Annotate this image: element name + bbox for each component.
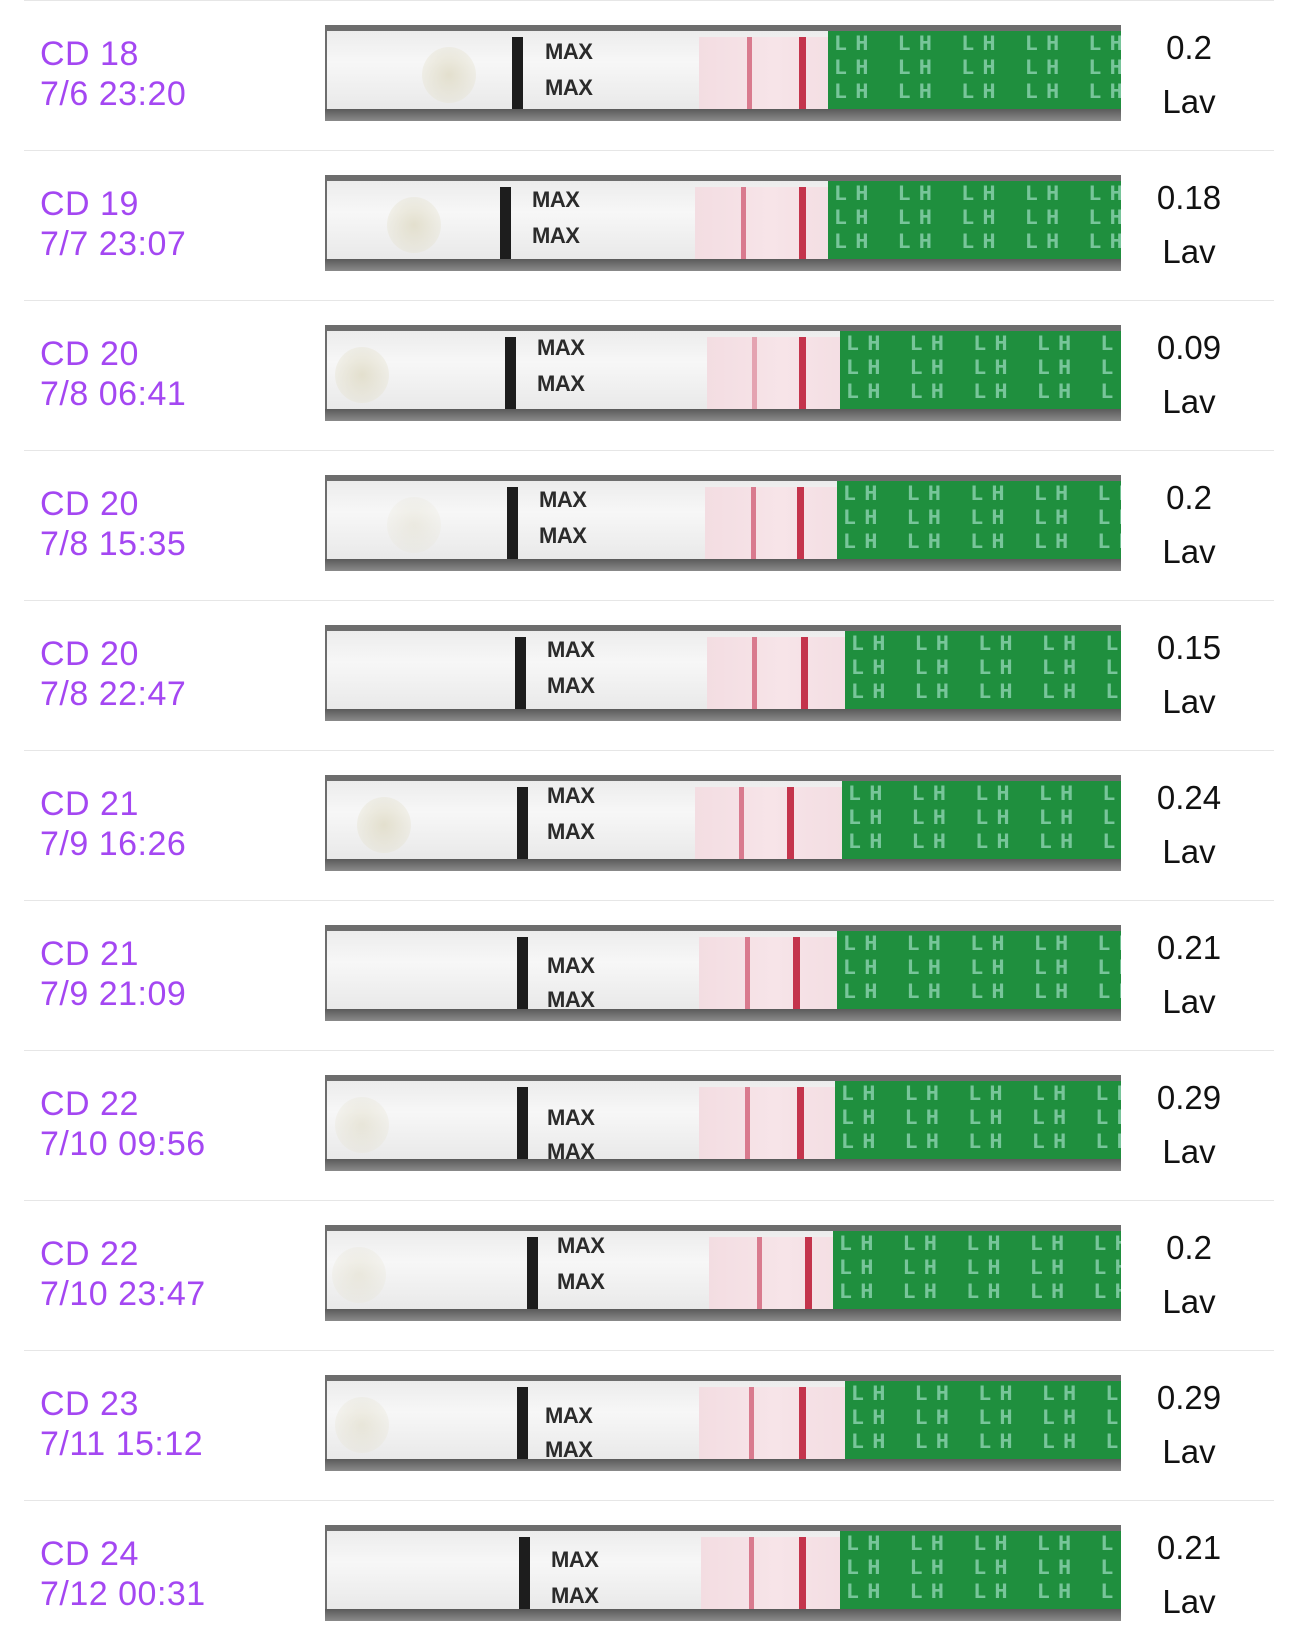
datetime-label: 7/8 22:47 — [40, 675, 187, 713]
max-label-top: MAX — [551, 1547, 599, 1572]
datetime-label: 7/12 00:31 — [40, 1575, 206, 1613]
max-label-top: MAX — [547, 1105, 595, 1130]
lh-ratio-value: 0.24 — [1156, 779, 1222, 816]
cycle-day-label: CD 20 — [40, 635, 139, 673]
max-label-top: MAX — [557, 1233, 605, 1258]
lh-ratio-value: 0.18 — [1156, 179, 1222, 216]
test-strip-image: MAX MAX LH LH LH LH LH LH LH LH LH LH LH… — [325, 25, 1121, 121]
test-strip-image: MAX MAX LH LH LH LH LH LH LH LH LH LH LH… — [325, 1525, 1121, 1621]
max-label-bottom: MAX — [547, 987, 595, 1012]
test-row[interactable]: CD 22 7/10 09:56 MAX MAX LH LH LH LH LH … — [24, 1050, 1274, 1201]
datetime-label: 7/6 23:20 — [40, 75, 187, 113]
test-row[interactable]: CD 19 7/7 23:07 MAX MAX LH LH LH LH LH L… — [24, 150, 1274, 301]
cycle-day-label: CD 20 — [40, 335, 139, 373]
max-label-top: MAX — [545, 39, 593, 64]
test-strip-image: MAX MAX LH LH LH LH LH LH LH LH LH LH LH… — [325, 175, 1121, 271]
max-label-bottom: MAX — [547, 673, 595, 698]
test-strip-image: MAX MAX LH LH LH LH LH LH LH LH LH LH LH… — [325, 325, 1121, 421]
cycle-day-label: CD 22 — [40, 1085, 139, 1123]
max-label-top: MAX — [547, 953, 595, 978]
test-row[interactable]: CD 23 7/11 15:12 MAX MAX LH LH LH LH LH … — [24, 1350, 1274, 1501]
datetime-label: 7/10 23:47 — [40, 1275, 206, 1313]
lh-brand-text: LH LH LH LH LH LH LH LH LH LH LH LH LH L… — [834, 32, 1121, 105]
lh-brand-text: LH LH LH LH LH LH LH LH LH LH LH LH LH L… — [841, 1082, 1121, 1155]
datetime-label: 7/9 21:09 — [40, 975, 187, 1013]
lh-ratio-value: 0.2 — [1166, 479, 1212, 516]
unit-label: Lav — [1162, 683, 1216, 720]
test-strip-image: MAX MAX LH LH LH LH LH LH LH LH LH LH LH… — [325, 1375, 1121, 1471]
lh-ratio-value: 0.2 — [1166, 29, 1212, 66]
lh-brand-text: LH LH LH LH LH LH LH LH LH LH LH LH LH L… — [843, 932, 1121, 1005]
datetime-label: 7/9 16:26 — [40, 825, 187, 863]
max-label-bottom: MAX — [545, 75, 593, 100]
cycle-day-label: CD 22 — [40, 1235, 139, 1273]
unit-label: Lav — [1162, 1133, 1216, 1170]
lh-brand-text: LH LH LH LH LH LH LH LH LH LH LH LH LH L… — [851, 632, 1121, 705]
datetime-label: 7/11 15:12 — [40, 1425, 204, 1463]
test-strip-image: MAX MAX LH LH LH LH LH LH LH LH LH LH LH… — [325, 475, 1121, 571]
max-label-top: MAX — [532, 187, 580, 212]
lh-ratio-value: 0.21 — [1156, 1529, 1222, 1566]
datetime-label: 7/8 06:41 — [40, 375, 187, 413]
cycle-day-label: CD 19 — [40, 185, 139, 223]
datetime-label: 7/10 09:56 — [40, 1125, 206, 1163]
lh-brand-text: LH LH LH LH LH LH LH LH LH LH LH LH LH L… — [839, 1232, 1121, 1305]
test-row[interactable]: CD 18 7/6 23:20 MAX MAX LH LH LH LH LH L… — [24, 0, 1274, 151]
unit-label: Lav — [1162, 983, 1216, 1020]
lh-ratio-value: 0.09 — [1156, 329, 1222, 366]
unit-label: Lav — [1162, 533, 1216, 570]
max-label-bottom: MAX — [557, 1269, 605, 1294]
lh-brand-text: LH LH LH LH LH LH LH LH LH LH LH LH LH L… — [843, 482, 1121, 555]
max-label-top: MAX — [547, 783, 595, 808]
test-row[interactable]: CD 20 7/8 15:35 MAX MAX LH LH LH LH LH L… — [24, 450, 1274, 601]
lh-brand-text: LH LH LH LH LH LH LH LH LH LH LH LH LH L… — [848, 782, 1121, 855]
cycle-day-label: CD 21 — [40, 935, 139, 973]
test-strip-image: MAX MAX LH LH LH LH LH LH LH LH LH LH LH… — [325, 1075, 1121, 1171]
datetime-label: 7/7 23:07 — [40, 225, 187, 263]
test-row[interactable]: CD 20 7/8 06:41 MAX MAX LH LH LH LH LH L… — [24, 300, 1274, 451]
test-row[interactable]: CD 24 7/12 00:31 MAX MAX LH LH LH LH LH … — [24, 1500, 1274, 1651]
lh-ratio-value: 0.29 — [1156, 1079, 1222, 1116]
lh-brand-text: LH LH LH LH LH LH LH LH LH LH LH LH LH L… — [851, 1382, 1121, 1455]
unit-label: Lav — [1162, 1583, 1216, 1620]
lh-ratio-value: 0.21 — [1156, 929, 1222, 966]
lh-ratio-value: 0.15 — [1156, 629, 1222, 666]
max-label-top: MAX — [547, 637, 595, 662]
unit-label: Lav — [1162, 833, 1216, 870]
test-row[interactable]: CD 21 7/9 21:09 MAX MAX LH LH LH LH LH L… — [24, 900, 1274, 1051]
unit-label: Lav — [1162, 233, 1216, 270]
cycle-day-label: CD 21 — [40, 785, 139, 823]
test-strip-image: MAX MAX LH LH LH LH LH LH LH LH LH LH LH… — [325, 625, 1121, 721]
cycle-day-label: CD 18 — [40, 35, 139, 73]
max-label-bottom: MAX — [532, 223, 580, 248]
test-strip-image: MAX MAX LH LH LH LH LH LH LH LH LH LH LH… — [325, 1225, 1121, 1321]
datetime-label: 7/8 15:35 — [40, 525, 187, 563]
lh-brand-text: LH LH LH LH LH LH LH LH LH LH LH LH LH L… — [846, 332, 1121, 405]
lh-ratio-value: 0.29 — [1156, 1379, 1222, 1416]
test-row[interactable]: CD 20 7/8 22:47 MAX MAX LH LH LH LH LH L… — [24, 600, 1274, 751]
unit-label: Lav — [1162, 1433, 1216, 1470]
max-label-top: MAX — [537, 335, 585, 360]
test-strip-image: MAX MAX LH LH LH LH LH LH LH LH LH LH LH… — [325, 775, 1121, 871]
lh-brand-text: LH LH LH LH LH LH LH LH LH LH LH LH LH L… — [846, 1532, 1121, 1605]
test-row[interactable]: CD 21 7/9 16:26 MAX MAX LH LH LH LH LH L… — [24, 750, 1274, 901]
cycle-day-label: CD 23 — [40, 1385, 139, 1423]
max-label-bottom: MAX — [551, 1583, 599, 1608]
cycle-day-label: CD 24 — [40, 1535, 139, 1573]
lh-brand-text: LH LH LH LH LH LH LH LH LH LH LH LH LH L… — [834, 182, 1121, 255]
unit-label: Lav — [1162, 83, 1216, 120]
cycle-day-label: CD 20 — [40, 485, 139, 523]
test-strip-image: MAX MAX LH LH LH LH LH LH LH LH LH LH LH… — [325, 925, 1121, 1021]
max-label-bottom: MAX — [537, 371, 585, 396]
test-row[interactable]: CD 22 7/10 23:47 MAX MAX LH LH LH LH LH … — [24, 1200, 1274, 1351]
max-label-bottom: MAX — [539, 523, 587, 548]
unit-label: Lav — [1162, 1283, 1216, 1320]
lh-ratio-value: 0.2 — [1166, 1229, 1212, 1266]
unit-label: Lav — [1162, 383, 1216, 420]
max-label-bottom: MAX — [547, 819, 595, 844]
max-label-bottom: MAX — [545, 1437, 593, 1462]
max-label-top: MAX — [545, 1403, 593, 1428]
max-label-top: MAX — [539, 487, 587, 512]
